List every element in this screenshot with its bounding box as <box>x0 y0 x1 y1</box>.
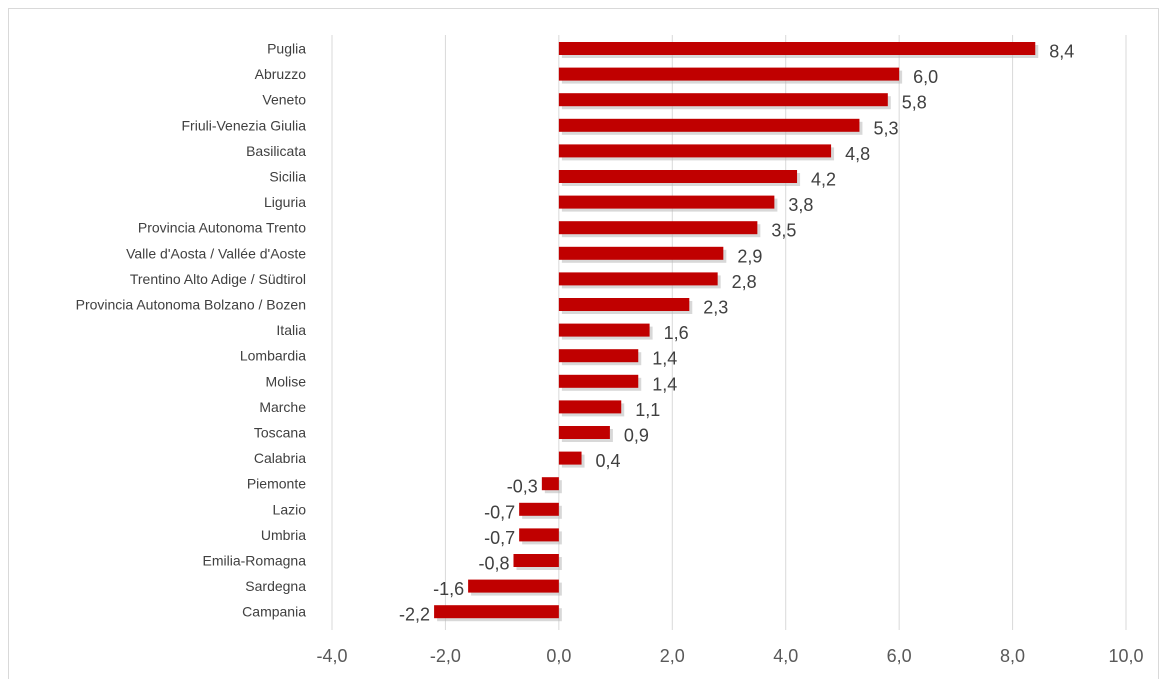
bar <box>558 349 639 363</box>
grid-layer <box>331 35 1127 630</box>
value-label: 8,4 <box>1049 42 1074 62</box>
bar <box>558 144 832 158</box>
value-label: 4,2 <box>811 170 836 190</box>
category-label: Sardegna <box>245 578 306 594</box>
x-tick-label: 8,0 <box>1000 646 1025 666</box>
value-label: 6,0 <box>913 67 938 87</box>
bar <box>558 400 622 414</box>
bar <box>519 528 559 542</box>
category-label: Calabria <box>254 450 306 466</box>
category-label: Puglia <box>267 41 306 57</box>
category-label: Liguria <box>264 194 306 210</box>
value-label: 1,4 <box>652 349 677 369</box>
category-label: Basilicata <box>246 143 306 159</box>
category-label: Piemonte <box>247 476 306 492</box>
value-label: 0,9 <box>624 426 649 446</box>
category-label: Provincia Autonoma Trento <box>138 220 306 236</box>
category-label: Marche <box>259 399 306 415</box>
bar <box>519 502 559 516</box>
bar <box>558 118 860 132</box>
bar <box>558 246 724 260</box>
category-label: Provincia Autonoma Bolzano / Bozen <box>76 297 306 313</box>
x-tick-label: 4,0 <box>773 646 798 666</box>
x-tick-label: 10,0 <box>1108 646 1143 666</box>
value-label: 2,9 <box>737 246 762 266</box>
bar <box>541 477 559 491</box>
bar <box>558 170 798 183</box>
value-label: 1,4 <box>652 374 677 394</box>
x-tick-label: -4,0 <box>316 646 347 666</box>
value-label: 2,3 <box>703 298 728 318</box>
bar <box>558 195 775 209</box>
category-label: Abruzzo <box>255 66 307 82</box>
category-label: Sicilia <box>269 169 306 185</box>
value-label: 3,5 <box>771 221 796 241</box>
category-label: Emilia-Romagna <box>203 553 307 569</box>
bar <box>558 42 1036 55</box>
bar <box>558 272 718 286</box>
value-label: 3,8 <box>788 195 813 215</box>
bar <box>558 451 582 465</box>
x-tick-label: 6,0 <box>887 646 912 666</box>
bar <box>468 579 559 593</box>
category-label: Campania <box>242 604 306 620</box>
category-label: Veneto <box>262 92 306 108</box>
bar <box>558 426 610 439</box>
value-label: -0,7 <box>484 528 515 548</box>
category-label: Toscana <box>254 425 306 441</box>
bar <box>558 374 639 388</box>
value-label: -1,6 <box>433 579 464 599</box>
bar <box>558 93 888 107</box>
category-label: Valle d'Aosta / Vallée d'Aoste <box>126 245 306 261</box>
value-label: 4,8 <box>845 144 870 164</box>
x-axis-ticks: -4,0 -2,0 0,0 2,0 4,0 6,0 8,0 10,0 <box>316 646 1143 666</box>
bar <box>558 298 690 311</box>
bar <box>434 605 559 619</box>
category-label: Trentino Alto Adige / Südtirol <box>130 271 306 287</box>
bar <box>558 221 758 235</box>
value-label: -0,3 <box>507 477 538 497</box>
bar <box>513 554 559 567</box>
x-tick-label: -2,0 <box>430 646 461 666</box>
value-label: 5,8 <box>902 93 927 113</box>
value-label: -0,7 <box>484 502 515 522</box>
category-label: Friuli-Venezia Giulia <box>182 117 307 133</box>
value-label: 1,6 <box>664 323 689 343</box>
category-label: Lombardia <box>240 348 306 364</box>
bar <box>558 323 650 337</box>
category-label: Lazio <box>273 501 307 517</box>
bar-layer <box>434 42 1039 622</box>
label-layer: Puglia 8,4 Abruzzo 6,0 Veneto 5,8 Friuli-Venez… <box>76 41 1075 625</box>
bar <box>558 67 900 81</box>
value-label: 1,1 <box>635 400 660 420</box>
x-tick-label: 0,0 <box>546 646 571 666</box>
category-label: Umbria <box>261 527 306 543</box>
category-label: Molise <box>266 373 307 389</box>
value-label: 5,3 <box>873 118 898 138</box>
category-label: Italia <box>276 322 306 338</box>
value-label: 2,8 <box>732 272 757 292</box>
value-label: -0,8 <box>478 554 509 574</box>
x-tick-label: 2,0 <box>660 646 685 666</box>
value-label: -2,2 <box>399 605 430 625</box>
value-label: 0,4 <box>596 451 621 471</box>
